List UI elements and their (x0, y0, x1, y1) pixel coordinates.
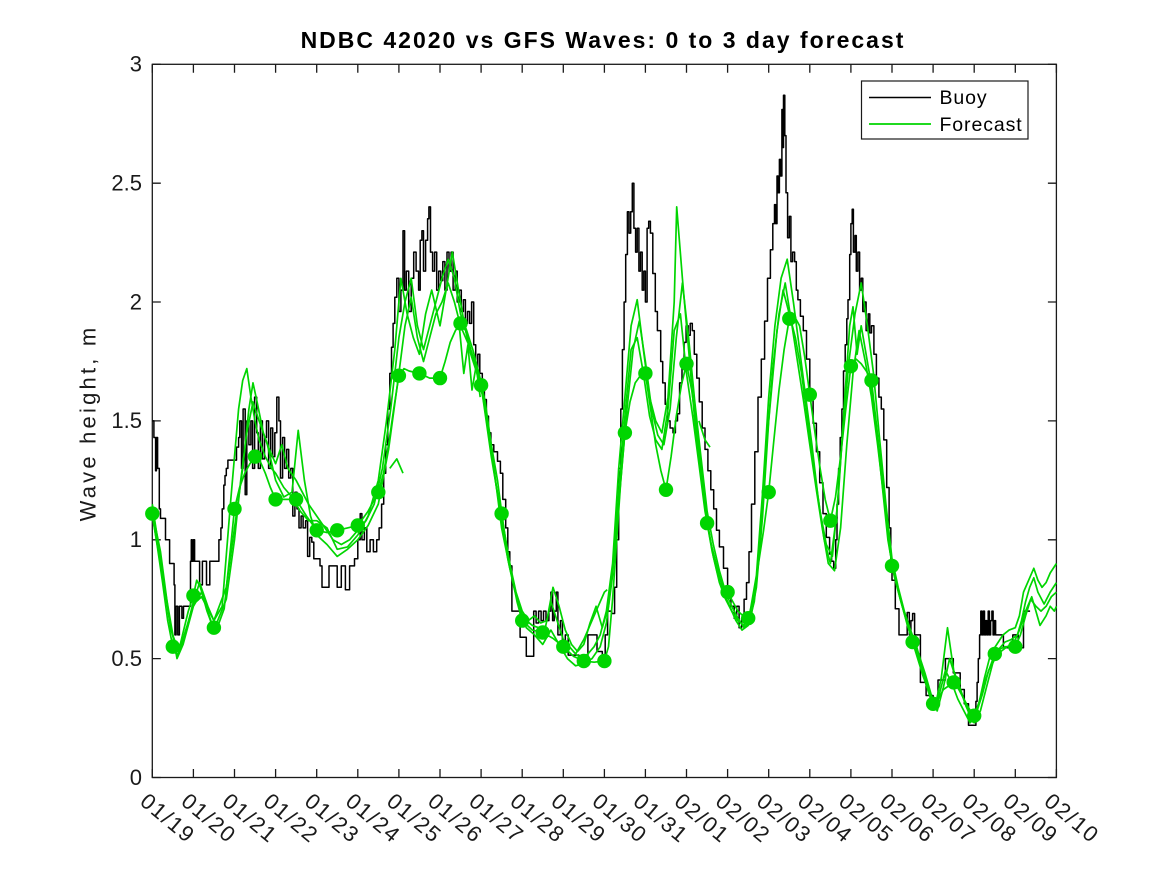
svg-text:0: 0 (130, 765, 142, 790)
svg-text:0.5: 0.5 (111, 646, 142, 671)
svg-text:3: 3 (130, 52, 142, 77)
svg-text:2.5: 2.5 (111, 171, 142, 196)
svg-text:Forecast: Forecast (940, 114, 1023, 136)
svg-text:NDBC 42020 vs GFS Waves: 0 to: NDBC 42020 vs GFS Waves: 0 to 3 day fore… (301, 27, 906, 53)
svg-text:1: 1 (130, 527, 142, 552)
svg-text:Wave height, m: Wave height, m (76, 325, 101, 522)
svg-text:Buoy: Buoy (940, 87, 988, 109)
svg-text:2: 2 (130, 289, 142, 314)
svg-text:1.5: 1.5 (111, 408, 142, 433)
